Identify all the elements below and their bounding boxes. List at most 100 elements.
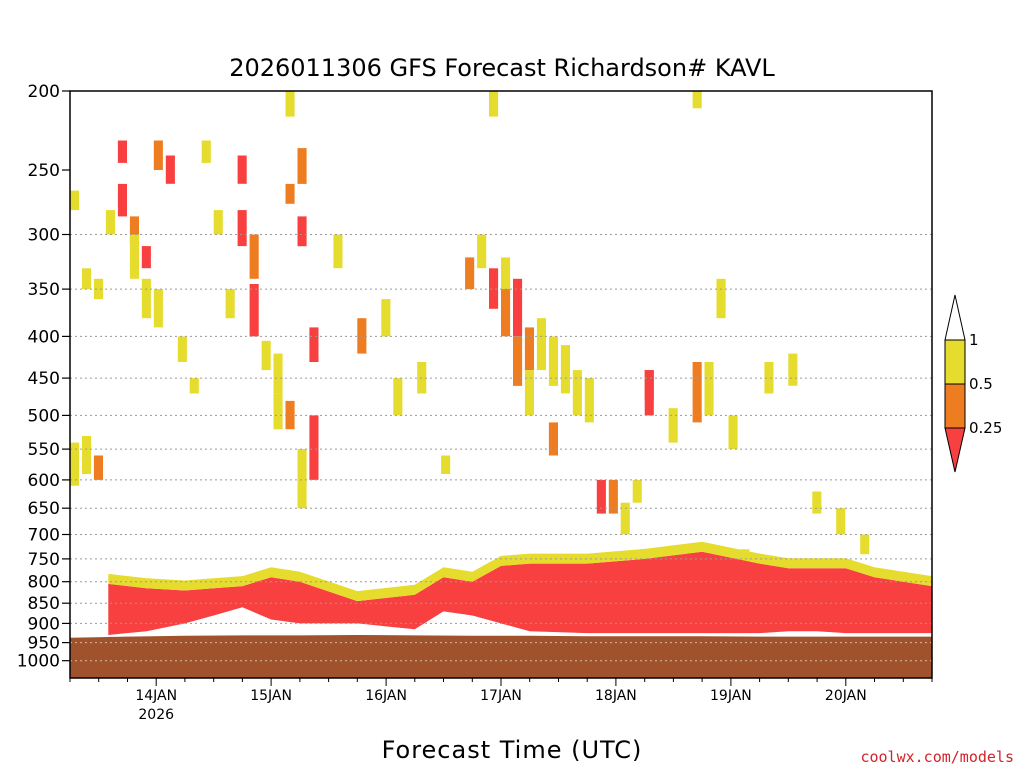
ri-cell [285, 183, 295, 204]
ri-cell [165, 155, 175, 184]
y-tick-label: 250 [28, 161, 60, 181]
y-tick-label: 600 [28, 471, 60, 491]
ri-cell [501, 257, 511, 290]
ri-cell [297, 449, 307, 509]
ri-cell [189, 378, 199, 394]
ri-cell [728, 415, 738, 450]
ri-cell [213, 210, 223, 235]
colorbar-tick-label: 0.5 [969, 375, 993, 393]
y-tick-label: 800 [28, 573, 60, 593]
y-tick-label: 650 [28, 499, 60, 519]
ri-cell [465, 257, 475, 290]
ri-cell [237, 210, 247, 247]
ri-cell [477, 234, 487, 269]
x-tick-sublabel: 2026 [138, 707, 174, 723]
ri-cell [513, 278, 523, 337]
ground-layer [70, 635, 932, 678]
ri-cell [860, 534, 870, 555]
y-tick-label: 900 [28, 614, 60, 634]
ri-cell [489, 268, 499, 309]
ri-cell [141, 278, 151, 319]
y-tick-label: 500 [28, 406, 60, 426]
ri-cell [836, 508, 846, 535]
colorbar-under-triangle [944, 427, 966, 473]
ri-cell [764, 362, 774, 394]
y-tick-label: 1000 [17, 652, 60, 672]
ri-cell [489, 91, 499, 117]
credit-text: coolwx.com/models [860, 748, 1014, 766]
y-tick-label: 750 [28, 550, 60, 570]
cells-layer [70, 91, 870, 564]
ri-cell [716, 278, 726, 319]
y-tick-label: 950 [28, 634, 60, 654]
ri-cell [692, 91, 702, 109]
ri-cell [536, 318, 546, 371]
ri-cell [704, 362, 714, 416]
ri-yellow-fringe [108, 541, 932, 602]
ri-cell [584, 378, 594, 423]
ri-cell [524, 370, 534, 416]
ri-cell [261, 340, 271, 371]
ri-cell [273, 353, 283, 394]
ri-cell [572, 370, 582, 416]
ri-cell [273, 393, 283, 430]
low-level-red-layer [108, 541, 932, 635]
ri-cell [441, 455, 451, 474]
ri-cell [393, 378, 403, 416]
grid-layer [70, 234, 932, 662]
ri-cell [117, 183, 127, 217]
y-tick-label: 400 [28, 327, 60, 347]
ri-cell [297, 148, 307, 184]
ri-cell [117, 140, 127, 163]
y-tick-label: 550 [28, 440, 60, 460]
ri-cell [608, 479, 618, 514]
ri-cell [297, 216, 307, 247]
ri-cell [201, 140, 211, 163]
colorbar-tick-label: 0.25 [969, 419, 1002, 437]
ri-cell [309, 415, 319, 480]
colorbar-bin-orange [944, 383, 966, 429]
ri-cell [153, 140, 163, 170]
ri-cell [333, 234, 343, 269]
x-tick-label: 14JAN [135, 688, 177, 704]
y-tick-label: 850 [28, 594, 60, 614]
y-tick-label: 450 [28, 369, 60, 389]
colorbar-over-triangle [944, 294, 966, 341]
ri-cell [70, 190, 80, 211]
colorbar-bin-yellow [944, 339, 966, 385]
x-axis: 14JAN 2026 15JAN 16JAN 17JAN 18JAN 19JAN 20JAN [69, 678, 933, 723]
ri-cell [501, 278, 511, 337]
x-tick-label: 19JAN [710, 688, 752, 704]
ri-cell [141, 246, 151, 269]
y-tick-label: 350 [28, 280, 60, 300]
ri-cell [93, 278, 103, 299]
ri-cell [249, 284, 259, 337]
ri-cell [93, 455, 103, 480]
ri-cell [129, 216, 139, 247]
y-tick-label: 300 [28, 226, 60, 246]
ri-cell [513, 336, 523, 386]
x-tick-label: 17JAN [480, 688, 522, 704]
x-tick-label: 20JAN [825, 688, 867, 704]
ground-surface [70, 635, 932, 678]
ri-cell [381, 299, 391, 337]
ri-cell [632, 479, 642, 503]
ri-cell [309, 327, 319, 362]
ri-cell [237, 155, 247, 184]
ri-cell [70, 442, 80, 486]
ri-cell [692, 362, 702, 423]
ri-cell [644, 370, 654, 416]
x-axis-label: Forecast Time (UTC) [382, 736, 643, 764]
ri-cell [153, 289, 163, 328]
ri-cell [788, 353, 798, 386]
chart-title: 2026011306 GFS Forecast Richardson# KAVL [229, 54, 775, 82]
colorbar-tick-label: 1 [969, 331, 979, 349]
y-tick-label: 700 [28, 526, 60, 546]
ri-cell [82, 268, 92, 290]
ri-cell [82, 436, 92, 474]
ri-cell [812, 491, 822, 514]
plot-area [70, 91, 932, 678]
ri-cell [620, 502, 630, 535]
ri-red-layer [108, 551, 932, 635]
